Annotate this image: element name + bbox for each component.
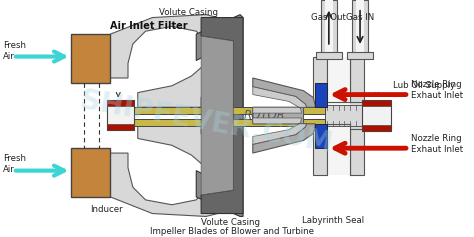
Bar — [315, 83, 327, 107]
Text: Volute Casing: Volute Casing — [159, 8, 218, 17]
Polygon shape — [110, 124, 235, 216]
Polygon shape — [201, 36, 233, 195]
Bar — [313, 102, 364, 112]
Bar — [315, 124, 327, 148]
Bar — [110, 119, 325, 126]
Bar — [356, 0, 364, 57]
Polygon shape — [201, 18, 243, 214]
Bar — [350, 124, 364, 174]
Text: Fresh
Air: Fresh Air — [3, 41, 26, 61]
Bar — [325, 105, 364, 126]
Polygon shape — [253, 87, 306, 144]
Bar — [362, 100, 391, 106]
Text: Nozzle Ring
Exhaut Inlet: Nozzle Ring Exhaut Inlet — [411, 80, 463, 100]
Bar — [72, 148, 110, 197]
Bar — [107, 100, 134, 106]
Bar — [107, 124, 134, 130]
Bar — [347, 52, 373, 59]
Text: Lub Oil Supply: Lub Oil Supply — [393, 81, 456, 90]
Bar — [313, 119, 364, 129]
Text: Gas IN: Gas IN — [346, 13, 374, 22]
Bar — [327, 57, 350, 107]
Bar — [321, 0, 337, 57]
Text: Nozzle Ring
Exhaut Inlet: Nozzle Ring Exhaut Inlet — [411, 134, 463, 154]
Text: Fresh
Air: Fresh Air — [3, 154, 26, 174]
Bar — [316, 52, 342, 59]
Text: SHIPFEVER.COM: SHIPFEVER.COM — [78, 86, 334, 158]
Polygon shape — [110, 15, 235, 107]
Polygon shape — [196, 15, 243, 216]
Bar — [313, 124, 327, 174]
Bar — [327, 124, 350, 174]
Text: Volute Casing: Volute Casing — [201, 219, 260, 228]
Text: Labyrinth Seal: Labyrinth Seal — [301, 216, 364, 225]
Text: ROTOR: ROTOR — [244, 109, 285, 122]
Bar — [352, 0, 368, 57]
Bar — [362, 100, 391, 131]
Bar — [110, 107, 325, 114]
Text: Air Inlet Filter: Air Inlet Filter — [110, 21, 188, 31]
Bar — [72, 34, 110, 83]
Bar — [325, 0, 333, 57]
Bar — [350, 57, 364, 107]
Bar — [313, 57, 327, 107]
Polygon shape — [253, 78, 315, 153]
Text: Impeller Blades of Blower and Turbine: Impeller Blades of Blower and Turbine — [150, 227, 314, 236]
Text: Inducer: Inducer — [90, 205, 123, 214]
Text: Gas Out: Gas Out — [311, 13, 346, 22]
Bar — [107, 100, 134, 130]
Bar — [362, 125, 391, 131]
